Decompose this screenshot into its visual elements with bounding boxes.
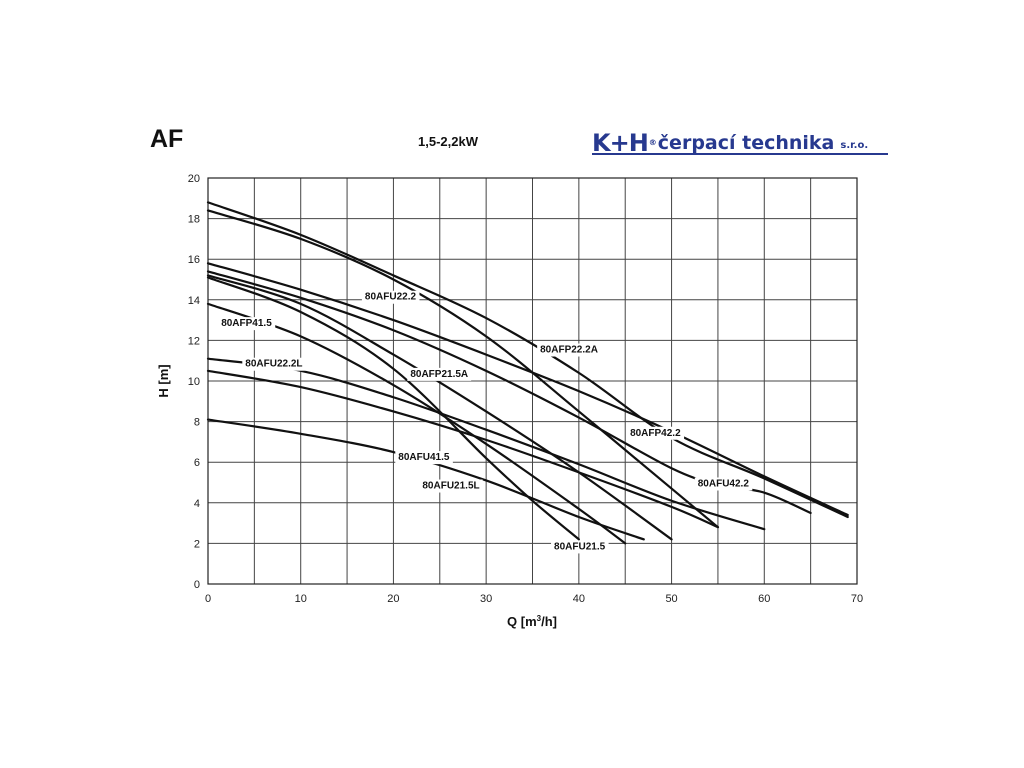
curve-label: 80AFU22.2L xyxy=(245,359,302,370)
x-tick-label: 0 xyxy=(205,593,211,605)
curve-label-background xyxy=(537,343,601,357)
curve-80afu22-2l xyxy=(206,357,766,531)
power-range-subtitle: 1,5-2,2kW xyxy=(418,134,478,149)
curve-label-group: 80AFU21.5 xyxy=(551,540,609,554)
curve-label-background xyxy=(395,451,453,465)
chart-curve-labels: 80AFU22.2 80AFP22.2A 80AFP41.5 80AFU22.2L 80… xyxy=(218,290,753,554)
curve-label-background xyxy=(419,479,483,493)
y-tick-label: 18 xyxy=(188,214,200,226)
registered-icon: ® xyxy=(648,138,657,147)
curve-label-group: 80AFP22.2A xyxy=(537,343,601,357)
curve-80afp22-2a xyxy=(206,201,849,519)
curve-label: 80AFU21.5 xyxy=(554,541,606,552)
chart-tick-labels: 0 10 20 30 40 50 60 70 0 2 4 6 8 10 12 14 16 18 20 xyxy=(188,173,863,605)
x-axis-title-sup: 3 xyxy=(537,614,542,623)
x-tick-label: 60 xyxy=(758,593,770,605)
y-tick-label: 12 xyxy=(188,335,200,347)
brand-logo: K+H® čerpací technika s.r.o. xyxy=(592,124,868,158)
y-tick-label: 8 xyxy=(194,417,200,429)
logo-underline xyxy=(592,153,888,155)
x-tick-label: 20 xyxy=(387,593,399,605)
curve-label: 80AFU22.2 xyxy=(365,292,417,303)
curve-label-background xyxy=(551,540,609,554)
curve-label-group: 80AFU42.2 xyxy=(694,477,753,491)
y-tick-label: 0 xyxy=(194,579,200,591)
curve-80afu21-5l xyxy=(206,369,720,529)
curve-label-background xyxy=(694,477,753,491)
curve-label: 80AFP41.5 xyxy=(221,318,272,329)
curve-label-background xyxy=(218,317,276,331)
x-tick-label: 30 xyxy=(480,593,492,605)
curve-label-group: 80AFU22.2 xyxy=(361,290,420,304)
curve-label: 80AFU42.2 xyxy=(698,479,750,490)
curve-80afu22-2 xyxy=(206,209,720,529)
curve-label-group: 80AFU41.5 xyxy=(395,451,453,465)
curve-80afp41-5 xyxy=(206,302,627,545)
y-axis-title: H [m] xyxy=(156,364,171,397)
curve-label: 80AFU41.5 xyxy=(398,452,450,463)
y-tick-label: 10 xyxy=(188,376,200,388)
curve-label-group: 80AFP41.5 xyxy=(218,317,276,331)
curve-label-background xyxy=(407,367,472,381)
plot-frame xyxy=(207,177,858,585)
logo-mark: K+H® xyxy=(592,128,657,158)
curve-80afp21-5a xyxy=(206,274,673,541)
curve-label-background xyxy=(361,290,420,304)
curve-label: 80AFP22.2A xyxy=(540,345,598,356)
x-tick-label: 40 xyxy=(573,593,585,605)
curve-label: 80AFP42.2 xyxy=(630,428,681,439)
x-tick-label: 10 xyxy=(295,593,307,605)
y-tick-label: 16 xyxy=(188,254,200,266)
y-tick-label: 14 xyxy=(188,295,200,307)
logo-suffix: s.r.o. xyxy=(840,140,869,151)
curve-80afu21-5 xyxy=(206,276,580,541)
curve-label-group: 80AFU22.2L xyxy=(242,357,306,371)
curve-label: 80AFP21.5A xyxy=(410,369,468,380)
y-tick-label: 20 xyxy=(188,173,200,185)
curve-80afp42-2 xyxy=(206,262,849,517)
logo-mark-text: K+H xyxy=(592,129,649,157)
x-tick-label: 70 xyxy=(851,593,863,605)
y-tick-label: 2 xyxy=(194,538,200,550)
curve-label: 80AFU21.5L xyxy=(422,481,479,492)
x-axis-title-tail: /h] xyxy=(541,614,557,629)
x-axis-title-main: Q [m xyxy=(507,614,537,629)
logo-text: čerpací technika xyxy=(657,132,835,154)
curve-label-background xyxy=(242,357,306,371)
x-tick-label: 50 xyxy=(665,593,677,605)
chart-curves xyxy=(206,201,849,545)
chart-title: AF xyxy=(150,125,184,153)
y-tick-label: 4 xyxy=(194,498,200,510)
curve-label-group: 80AFP42.2 xyxy=(627,426,685,440)
curve-label-group: 80AFU21.5L xyxy=(419,479,483,493)
curve-label-background xyxy=(627,426,685,440)
chart-grid xyxy=(207,177,858,585)
x-axis-title: Q [m3/h] xyxy=(507,614,557,629)
curve-label-group: 80AFP21.5A xyxy=(407,367,472,381)
curve-80afu42-2 xyxy=(206,270,812,515)
y-tick-label: 6 xyxy=(194,457,200,469)
